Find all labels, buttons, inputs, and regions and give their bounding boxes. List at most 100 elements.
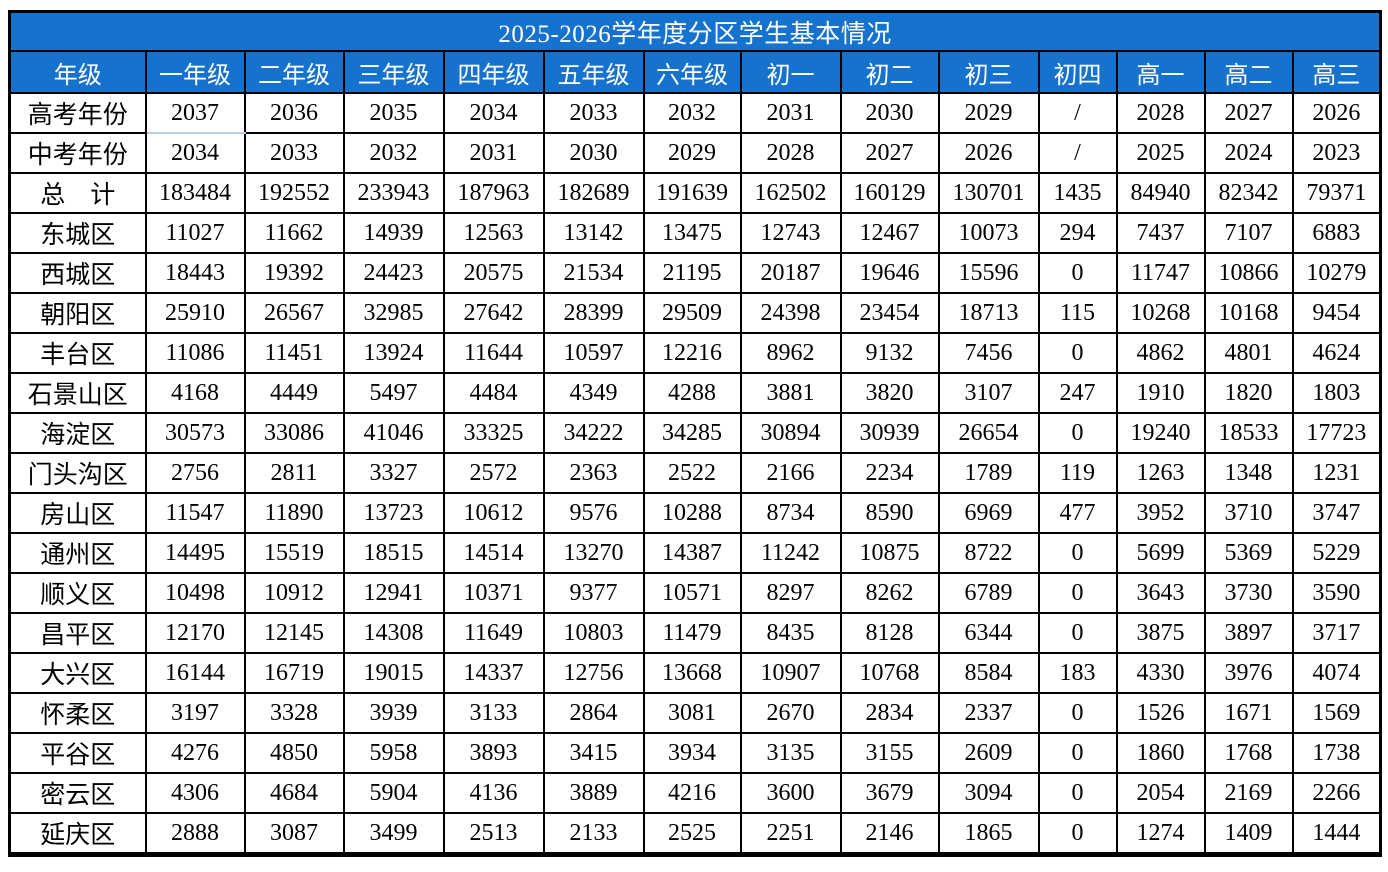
table-row: 通州区 14495 15519 18515 14514 13270 14387 11242 10… bbox=[8, 532, 1382, 574]
cell: 0 bbox=[1037, 692, 1118, 734]
cell: 11479 bbox=[642, 612, 742, 654]
cell: 8262 bbox=[839, 572, 940, 614]
cell: 0 bbox=[1037, 772, 1118, 814]
cell: 10571 bbox=[642, 572, 742, 614]
cell: 3976 bbox=[1203, 652, 1294, 694]
cell: 2337 bbox=[937, 692, 1040, 734]
cell: 9377 bbox=[542, 572, 645, 614]
cell: 182689 bbox=[542, 172, 645, 214]
cell: 3133 bbox=[442, 692, 545, 734]
row-label: 石景山区 bbox=[8, 372, 147, 414]
cell: 1820 bbox=[1203, 372, 1294, 414]
cell: 1860 bbox=[1115, 732, 1206, 774]
cell: 2363 bbox=[542, 452, 645, 494]
cell: 11242 bbox=[739, 532, 842, 574]
cell: 13270 bbox=[542, 532, 645, 574]
cell: 2864 bbox=[542, 692, 645, 734]
cell: 13142 bbox=[542, 212, 645, 254]
cell: 8584 bbox=[937, 652, 1040, 694]
cell: 294 bbox=[1037, 212, 1118, 254]
cell: 12170 bbox=[144, 612, 246, 654]
cell: 8722 bbox=[937, 532, 1040, 574]
column-header: 二年级 bbox=[243, 50, 345, 94]
cell: 2029 bbox=[642, 132, 742, 174]
cell: 2030 bbox=[839, 92, 940, 134]
row-label: 昌平区 bbox=[8, 612, 147, 654]
cell: 4216 bbox=[642, 772, 742, 814]
cell: 115 bbox=[1037, 292, 1118, 334]
cell: 2054 bbox=[1115, 772, 1206, 814]
cell: 0 bbox=[1037, 412, 1118, 454]
cell: 5699 bbox=[1115, 532, 1206, 574]
column-header: 初二 bbox=[839, 50, 940, 94]
cell: 10288 bbox=[642, 492, 742, 534]
cell: 2609 bbox=[937, 732, 1040, 774]
cell: 4862 bbox=[1115, 332, 1206, 374]
column-header: 高三 bbox=[1291, 50, 1382, 94]
row-label: 东城区 bbox=[8, 212, 147, 254]
cell: 2756 bbox=[144, 452, 246, 494]
cell: 29509 bbox=[642, 292, 742, 334]
cell: 21195 bbox=[642, 252, 742, 294]
cell: 16144 bbox=[144, 652, 246, 694]
cell: 12756 bbox=[542, 652, 645, 694]
cell: 4136 bbox=[442, 772, 545, 814]
cell: 5958 bbox=[342, 732, 445, 774]
cell: 19392 bbox=[243, 252, 345, 294]
cell: 2032 bbox=[642, 92, 742, 134]
cell: 1231 bbox=[1291, 452, 1382, 494]
cell: 1569 bbox=[1291, 692, 1382, 734]
cell: 1910 bbox=[1115, 372, 1206, 414]
table-row: 丰台区 11086 11451 13924 11644 10597 12216 8962 913… bbox=[8, 332, 1382, 374]
cell: 8734 bbox=[739, 492, 842, 534]
cell: 3327 bbox=[342, 452, 445, 494]
cell: 2027 bbox=[1203, 92, 1294, 134]
cell: 26567 bbox=[243, 292, 345, 334]
cell: 9576 bbox=[542, 492, 645, 534]
cell: 5229 bbox=[1291, 532, 1382, 574]
cell: 3197 bbox=[144, 692, 246, 734]
table-row: 延庆区 2888 3087 3499 2513 2133 2525 2251 2146 1865 0… bbox=[8, 812, 1382, 856]
cell: 4624 bbox=[1291, 332, 1382, 374]
cell: 2025 bbox=[1115, 132, 1206, 174]
cell: 3600 bbox=[739, 772, 842, 814]
cell: 2811 bbox=[243, 452, 345, 494]
cell: 5369 bbox=[1203, 532, 1294, 574]
cell: 4168 bbox=[144, 372, 246, 414]
cell: 2034 bbox=[442, 92, 545, 134]
cell: 0 bbox=[1037, 252, 1118, 294]
cell: 23454 bbox=[839, 292, 940, 334]
cell: 4850 bbox=[243, 732, 345, 774]
row-label: 怀柔区 bbox=[8, 692, 147, 734]
cell: 12941 bbox=[342, 572, 445, 614]
cell: 10597 bbox=[542, 332, 645, 374]
row-label: 顺义区 bbox=[8, 572, 147, 614]
cell: 9132 bbox=[839, 332, 940, 374]
cell: 10612 bbox=[442, 492, 545, 534]
cell: 1865 bbox=[937, 812, 1040, 856]
cell: 13723 bbox=[342, 492, 445, 534]
table-row: 平谷区 4276 4850 5958 3893 3415 3934 3135 3155 2609 0… bbox=[8, 732, 1382, 774]
table-row: 东城区 11027 11662 14939 12563 13142 13475 12743 12… bbox=[8, 212, 1382, 254]
cell: 11547 bbox=[144, 492, 246, 534]
cell: 3893 bbox=[442, 732, 545, 774]
cell: 10875 bbox=[839, 532, 940, 574]
cell: 30573 bbox=[144, 412, 246, 454]
cell: 11451 bbox=[243, 332, 345, 374]
cell: 10268 bbox=[1115, 292, 1206, 334]
table-row: 房山区 11547 11890 13723 10612 9576 10288 8734 8590… bbox=[8, 492, 1382, 534]
column-header: 五年级 bbox=[542, 50, 645, 94]
cell: 3730 bbox=[1203, 572, 1294, 614]
cell: 2133 bbox=[542, 812, 645, 856]
cell: 8128 bbox=[839, 612, 940, 654]
cell: 10803 bbox=[542, 612, 645, 654]
column-header: 高一 bbox=[1115, 50, 1206, 94]
table-row: 密云区 4306 4684 5904 4136 3889 4216 3600 3679 3094 0… bbox=[8, 772, 1382, 814]
cell: 2030 bbox=[542, 132, 645, 174]
cell: 3875 bbox=[1115, 612, 1206, 654]
cell: 20187 bbox=[739, 252, 842, 294]
row-label: 丰台区 bbox=[8, 332, 147, 374]
cell: 1409 bbox=[1203, 812, 1294, 856]
cell: 233943 bbox=[342, 172, 445, 214]
cell: 11890 bbox=[243, 492, 345, 534]
